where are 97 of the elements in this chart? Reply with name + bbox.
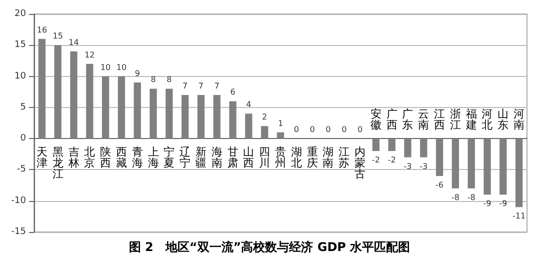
x-tick-label: 北京 <box>84 146 96 170</box>
bar <box>166 88 173 139</box>
bar <box>182 94 189 139</box>
data-label: 9 <box>134 69 140 78</box>
bar <box>213 94 220 139</box>
data-label: 8 <box>166 75 172 84</box>
data-label: 15 <box>52 32 63 41</box>
bar <box>261 126 268 139</box>
x-tick-label: 广东 <box>402 108 414 132</box>
y-tick-label: 10 <box>14 71 26 82</box>
bar <box>86 64 94 139</box>
data-label: -9 <box>499 199 508 208</box>
data-label: 0 <box>294 125 299 134</box>
x-tick-label: 四川 <box>259 146 270 170</box>
x-tick-label: 陕西 <box>100 146 112 170</box>
bar <box>54 45 62 139</box>
data-label: 0 <box>326 125 331 134</box>
x-tick-label: 内蒙古 <box>354 146 366 181</box>
y-tick-label: 20 <box>14 9 26 19</box>
x-tick-label: 辽宁 <box>180 146 191 170</box>
bar <box>404 138 412 158</box>
data-label: 10 <box>116 62 127 72</box>
x-tick-label: 江西 <box>434 108 446 132</box>
x-tick-label: 贵州 <box>275 146 286 170</box>
bar <box>245 114 252 139</box>
x-tick-label: 黑龙江 <box>52 146 64 181</box>
y-tick-label: -15 <box>11 227 26 237</box>
data-label: -8 <box>451 192 460 202</box>
y-tick-label: -5 <box>17 164 26 175</box>
data-label: -2 <box>372 156 380 165</box>
bar <box>197 94 205 139</box>
x-tick-label: 云南 <box>418 108 430 132</box>
bar <box>118 76 126 139</box>
data-label: 0 <box>310 125 315 134</box>
data-label: 7 <box>214 81 220 90</box>
text: 图 2 地区“双一流”高校数与经济 GDP 水平匹配图 <box>128 240 410 254</box>
bar <box>102 76 110 139</box>
x-tick-label: 山西 <box>243 146 254 170</box>
bar <box>38 38 46 139</box>
x-tick-label: 湖南 <box>322 146 334 170</box>
data-label: -6 <box>436 180 444 190</box>
bar <box>500 138 507 195</box>
x-tick-label: 上海 <box>148 146 159 170</box>
bar <box>70 51 78 139</box>
bar <box>150 88 157 139</box>
x-tick-label: 湖北 <box>290 146 302 170</box>
data-label: 0 <box>357 125 363 134</box>
x-tick-label: 西藏 <box>116 146 127 170</box>
y-tick-label: 5 <box>20 102 26 112</box>
data-label: -3 <box>420 162 428 171</box>
data-label: 1 <box>278 118 284 128</box>
bar <box>372 138 380 152</box>
x-tick-label: 新疆 <box>195 146 206 170</box>
x-tick-label: 山东 <box>498 108 509 132</box>
bar <box>388 138 396 152</box>
bar <box>276 132 284 139</box>
data-label: 10 <box>100 62 111 72</box>
x-tick-label: 河南 <box>514 108 525 132</box>
bar <box>420 138 428 158</box>
x-tick-label: 广西 <box>386 108 398 132</box>
y-tick-label: 15 <box>14 40 26 50</box>
x-tick-label: 江苏 <box>338 146 350 170</box>
bar <box>436 138 444 176</box>
bar <box>515 138 523 208</box>
bar <box>484 138 491 195</box>
data-label: 4 <box>246 100 252 110</box>
data-label: 6 <box>230 88 236 97</box>
data-label: 7 <box>182 81 188 90</box>
data-label: 14 <box>68 38 79 47</box>
data-label: 16 <box>36 25 48 34</box>
data-label: 0 <box>342 125 347 134</box>
x-tick-label: 甘肃 <box>227 146 238 170</box>
x-tick-label: 安徽 <box>370 108 382 132</box>
x-tick-label: 重庆 <box>306 146 318 170</box>
x-tick-label: 海南 <box>211 146 222 170</box>
bar <box>229 101 236 139</box>
data-label: 8 <box>150 75 156 84</box>
x-tick-label: 青海 <box>132 146 143 170</box>
data-label: -9 <box>483 199 492 208</box>
data-label: -2 <box>388 156 396 165</box>
x-tick-label: 福建 <box>464 108 477 132</box>
x-tick-label: 河北 <box>482 108 493 132</box>
data-label: -11 <box>512 212 526 221</box>
data-label: -8 <box>467 192 476 202</box>
bar <box>468 138 475 188</box>
bar <box>134 82 141 139</box>
data-label: -3 <box>404 162 412 171</box>
x-tick-label: 天津 <box>36 146 48 170</box>
data-label: 7 <box>198 81 204 90</box>
bar <box>452 138 460 188</box>
x-tick-label: 宁夏 <box>164 146 175 170</box>
data-label: 12 <box>84 50 95 60</box>
y-tick-label: -10 <box>11 196 26 206</box>
y-tick-label: 0 <box>20 134 26 144</box>
x-tick-label: 吉林 <box>67 146 80 170</box>
x-tick-label: 浙江 <box>450 108 461 132</box>
data-label: 2 <box>262 112 268 122</box>
